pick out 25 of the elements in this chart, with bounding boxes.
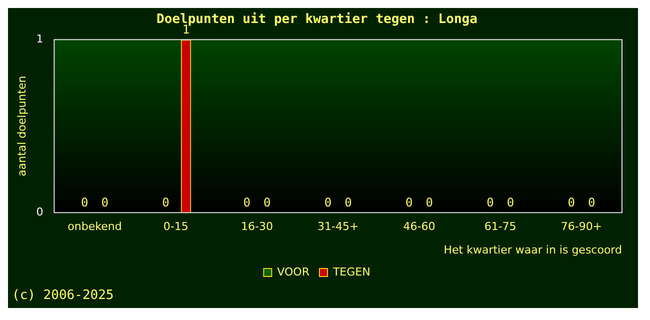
data-label: 0 — [324, 196, 332, 210]
x-axis-title: Het kwartier waar in is gescoord — [444, 243, 622, 256]
x-tick-label: 16-30 — [241, 220, 273, 234]
x-tick-label: onbekend — [68, 220, 122, 234]
data-label: 0 — [568, 196, 575, 210]
data-label: 0 — [264, 196, 271, 210]
data-label: 0 — [162, 196, 170, 210]
x-tick-label: 31-45+ — [318, 220, 359, 234]
data-label: 0 — [101, 196, 109, 210]
x-tick-label: 76-90+ — [560, 220, 602, 234]
legend-label: TEGEN — [332, 265, 370, 278]
data-label: 0 — [344, 196, 352, 210]
y-axis-title: aantal doelpunten — [15, 76, 28, 176]
data-label: 0 — [243, 196, 250, 210]
data-label: 0 — [426, 196, 433, 210]
x-tick-label: 46-60 — [403, 220, 436, 234]
data-label: 0 — [588, 196, 596, 210]
data-label: 0 — [486, 196, 494, 210]
x-tick-label: 61-75 — [484, 220, 516, 234]
data-label: 0 — [506, 196, 514, 210]
legend-label: VOOR — [277, 265, 310, 278]
text: (c) 2006-2025 — [12, 288, 114, 303]
data-label: 0 — [405, 196, 413, 210]
x-tick-label: 0-15 — [163, 220, 188, 234]
data-label: 0 — [81, 196, 88, 210]
